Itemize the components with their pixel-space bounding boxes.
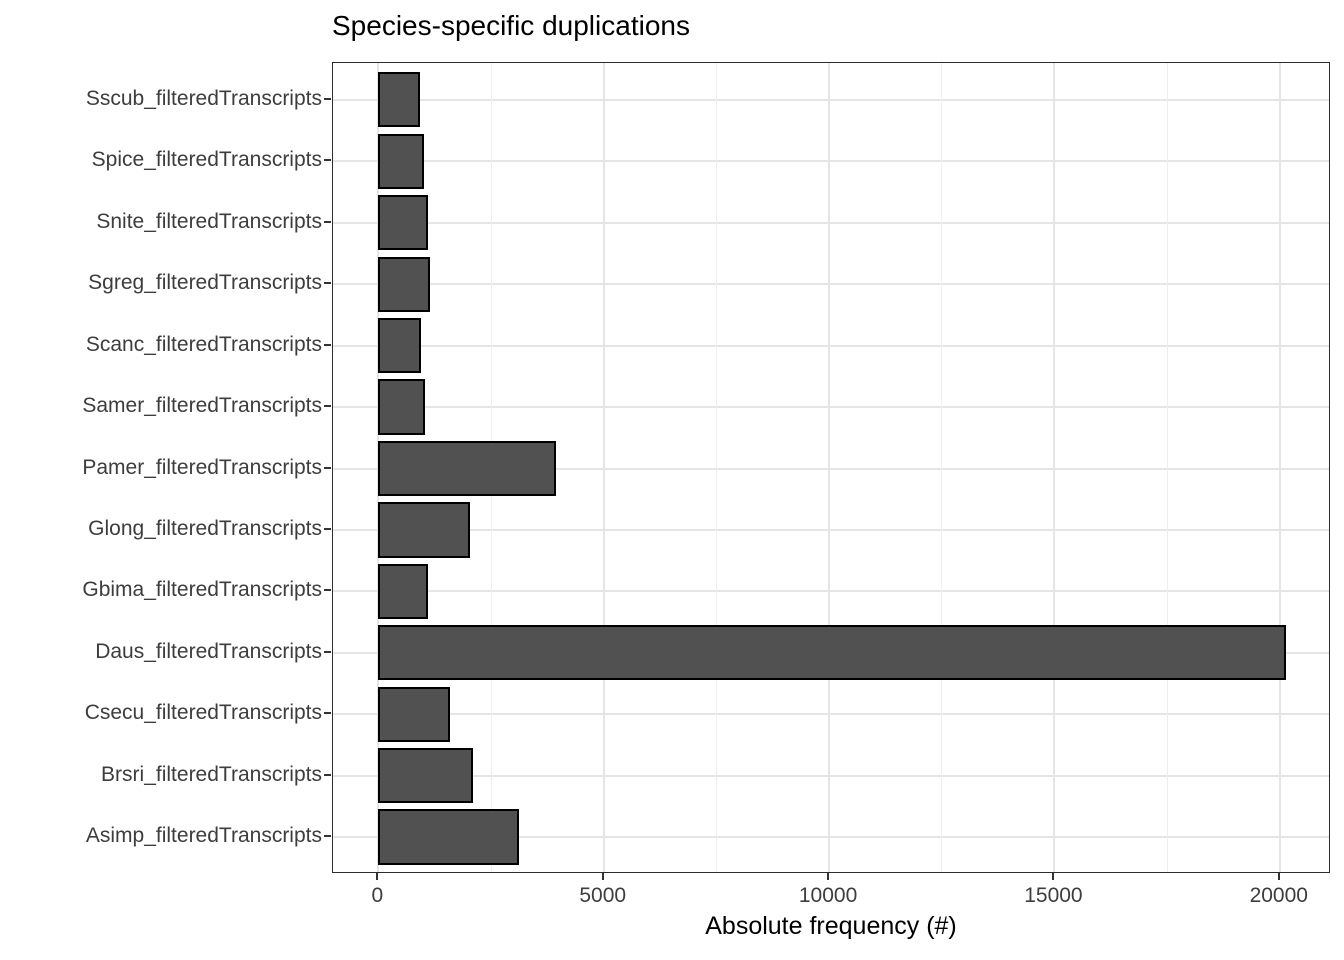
gridline-vertical-major — [1053, 63, 1056, 872]
bar — [378, 317, 422, 374]
bar — [378, 256, 431, 312]
bar — [378, 563, 429, 619]
gridline-vertical-minor — [1166, 63, 1168, 872]
gridline-vertical-major — [602, 63, 605, 872]
y-axis-tick — [324, 712, 331, 715]
y-axis-label: Gbima_filteredTranscripts — [82, 578, 322, 602]
gridline-horizontal-major — [333, 160, 1329, 163]
gridline-horizontal-major — [333, 467, 1329, 470]
x-axis-tick — [827, 873, 830, 880]
gridline-horizontal-major — [333, 713, 1329, 716]
y-axis-label: Csecu_filteredTranscripts — [84, 701, 322, 725]
gridline-horizontal-major — [333, 406, 1329, 409]
bar — [378, 195, 429, 251]
x-axis-tick — [1052, 873, 1055, 880]
gridline-horizontal-major — [333, 283, 1329, 286]
gridline-horizontal-major — [333, 98, 1329, 101]
bar — [378, 686, 450, 742]
y-axis-label: Sscub_filteredTranscripts — [85, 86, 322, 110]
y-axis-tick — [324, 835, 331, 838]
gridline-horizontal-major — [333, 221, 1329, 224]
y-axis-tick — [324, 97, 331, 100]
plot-panel — [332, 62, 1330, 873]
x-axis-tick — [601, 873, 604, 880]
gridline-horizontal-major — [333, 528, 1329, 531]
gridline-vertical-minor — [715, 63, 717, 872]
gridline-horizontal-major — [333, 590, 1329, 593]
y-axis-tick — [324, 159, 331, 162]
bar — [378, 502, 471, 558]
bar — [378, 379, 426, 435]
y-axis-label: Snite_filteredTranscripts — [96, 209, 322, 233]
x-axis-tick-label: 10000 — [798, 884, 858, 907]
bar — [378, 133, 425, 189]
bar — [378, 625, 1286, 681]
x-axis-tick-label: 20000 — [1249, 884, 1308, 907]
gridline-vertical-major — [1278, 63, 1281, 872]
y-axis-tick — [324, 220, 331, 223]
bar — [378, 748, 473, 804]
y-axis-label: Sgreg_filteredTranscripts — [88, 271, 322, 295]
x-axis-tick — [376, 873, 379, 880]
y-axis-tick — [324, 282, 331, 285]
x-axis-tick — [1277, 873, 1280, 880]
y-axis-tick — [324, 589, 331, 592]
x-axis-title: Absolute frequency (#) — [705, 912, 957, 940]
y-axis-label: Brsri_filteredTranscripts — [101, 762, 322, 786]
y-axis-label: Scanc_filteredTranscripts — [85, 332, 322, 356]
y-axis-tick — [324, 527, 331, 530]
gridline-horizontal-major — [333, 774, 1329, 777]
bar — [378, 809, 519, 865]
gridline-horizontal-major — [333, 836, 1329, 839]
gridline-horizontal-major — [333, 344, 1329, 347]
bar — [378, 72, 421, 128]
gridline-vertical-minor — [941, 63, 943, 872]
y-axis-label: Samer_filteredTranscripts — [82, 394, 322, 418]
y-axis-tick — [324, 773, 331, 776]
bar — [378, 440, 556, 497]
y-axis-label: Daus_filteredTranscripts — [95, 639, 322, 663]
y-axis-label: Pamer_filteredTranscripts — [82, 455, 322, 479]
x-axis-tick-label: 15000 — [1024, 884, 1083, 907]
y-axis-tick — [324, 405, 331, 408]
gridline-vertical-major — [828, 63, 831, 872]
chart-title: Species-specific duplications — [332, 10, 690, 41]
x-axis-tick-label: 5000 — [579, 884, 627, 907]
y-axis-label: Spice_filteredTranscripts — [91, 148, 322, 172]
y-axis-tick — [324, 343, 331, 346]
y-axis-label: Glong_filteredTranscripts — [88, 516, 322, 540]
y-axis-tick — [324, 466, 331, 469]
y-axis-label: Asimp_filteredTranscripts — [85, 824, 322, 848]
x-axis-tick-label: 0 — [371, 884, 384, 907]
y-axis-tick — [324, 650, 331, 653]
